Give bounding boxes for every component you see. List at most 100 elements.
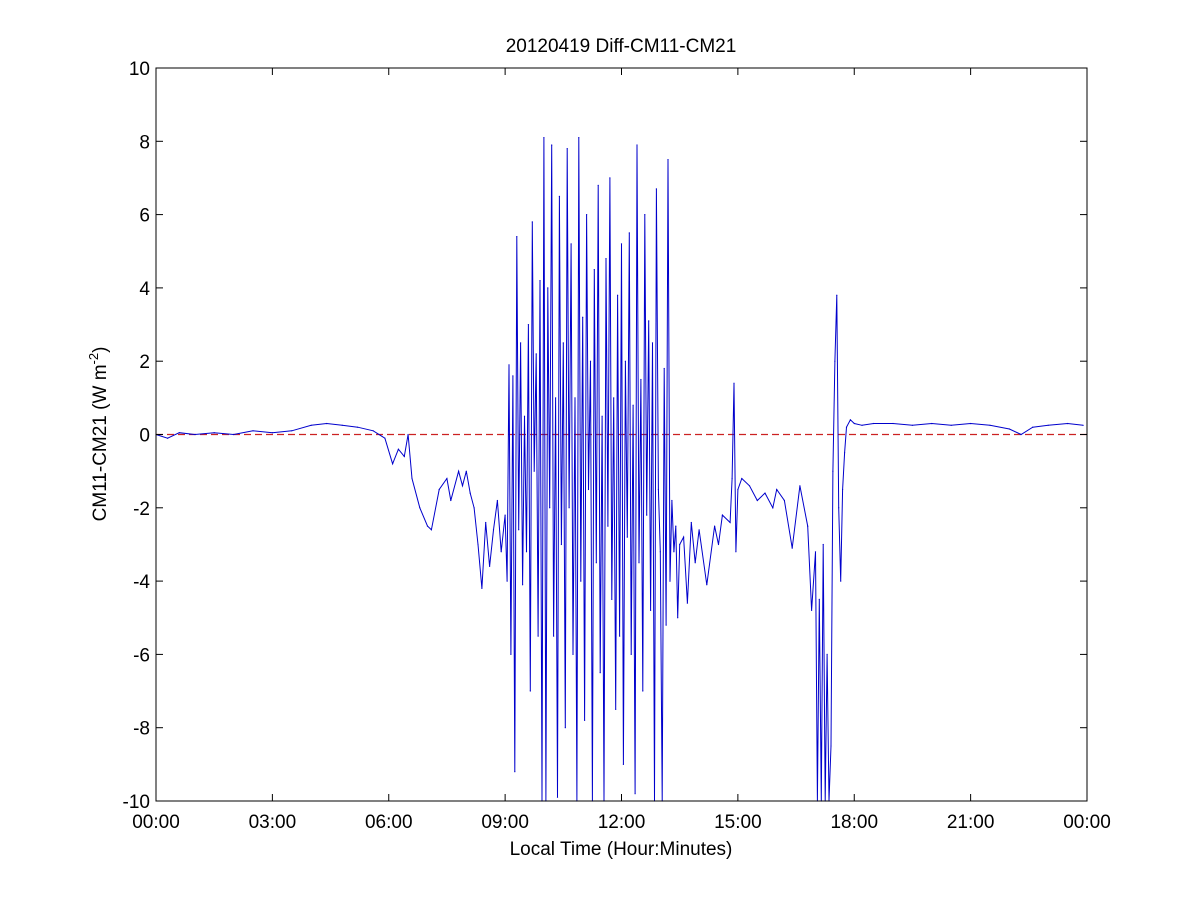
y-axis-label-main: CM11-CM21 (W m	[90, 364, 111, 521]
data-point	[572, 653, 574, 656]
data-point	[677, 617, 679, 619]
data-point	[853, 422, 855, 425]
data-point	[403, 455, 405, 458]
y-tick-label: -8	[133, 719, 150, 740]
data-point	[508, 364, 510, 366]
data-point	[605, 258, 607, 260]
data-point	[632, 404, 634, 406]
data-point	[461, 485, 464, 487]
data-point	[648, 320, 650, 322]
data-point	[665, 624, 667, 626]
data-point	[626, 536, 628, 538]
data-point	[683, 536, 685, 538]
data-point	[372, 430, 374, 432]
y-tick-label: 4	[139, 279, 150, 300]
data-point	[799, 485, 801, 487]
y-tick-label: -6	[133, 645, 150, 666]
data-point	[756, 499, 758, 502]
data-point	[892, 422, 894, 425]
data-point	[737, 488, 739, 491]
data-point	[651, 342, 654, 344]
data-point	[477, 543, 479, 546]
data-point	[446, 477, 448, 480]
data-point	[543, 137, 545, 139]
data-point	[450, 499, 452, 502]
data-point	[663, 367, 665, 370]
y-tick-label: -10	[123, 792, 150, 813]
data-point	[271, 432, 273, 434]
data-point	[430, 529, 432, 531]
data-point	[582, 316, 584, 318]
x-tick-label: 18:00	[830, 812, 878, 833]
data-point	[510, 653, 512, 656]
data-point	[194, 433, 196, 436]
data-point	[593, 269, 595, 271]
data-point	[611, 598, 613, 601]
data-point	[873, 422, 875, 425]
data-point	[465, 470, 467, 472]
data-point	[826, 653, 828, 656]
data-point	[989, 424, 991, 426]
data-point	[523, 415, 526, 417]
data-point	[397, 448, 399, 450]
data-point	[657, 488, 660, 491]
data-point	[970, 422, 972, 425]
data-point	[233, 433, 235, 436]
data-point	[489, 565, 491, 568]
data-point	[570, 243, 572, 245]
x-tick-label: 03:00	[249, 812, 297, 833]
data-point	[836, 294, 838, 296]
data-point	[714, 525, 716, 527]
y-tick-label: 8	[139, 132, 150, 153]
data-point	[615, 708, 617, 711]
y-tick-label: 6	[139, 206, 150, 227]
x-tick-label: 00:00	[132, 812, 180, 833]
data-point	[341, 424, 343, 426]
data-point	[1008, 428, 1011, 430]
data-point	[473, 507, 475, 509]
data-point	[496, 499, 498, 502]
data-point	[392, 463, 394, 465]
y-tick-label: -2	[133, 499, 150, 520]
data-point	[506, 580, 508, 582]
data-point	[537, 635, 539, 637]
data-point	[514, 771, 516, 773]
data-point	[844, 452, 846, 454]
data-point	[438, 488, 440, 491]
data-point	[655, 188, 658, 190]
data-point	[597, 184, 599, 186]
data-point	[646, 514, 648, 516]
data-point	[291, 430, 293, 432]
data-point	[735, 551, 737, 553]
x-tick-label: 12:00	[598, 812, 646, 833]
data-point	[213, 432, 215, 434]
data-point	[556, 796, 559, 798]
data-point	[527, 324, 530, 326]
data-point	[525, 551, 528, 553]
data-point	[950, 424, 952, 426]
data-point	[553, 635, 555, 637]
data-point	[607, 525, 609, 527]
data-point	[407, 433, 409, 436]
data-point	[586, 214, 588, 216]
data-point	[469, 492, 471, 494]
data-point	[485, 521, 487, 524]
data-point	[731, 477, 733, 480]
data-point	[830, 745, 832, 747]
data-point	[551, 144, 553, 146]
data-point	[481, 587, 483, 590]
data-point	[818, 598, 820, 601]
data-point	[698, 529, 700, 531]
data-point	[644, 214, 646, 216]
data-point	[706, 584, 708, 586]
data-point	[667, 159, 669, 161]
data-point	[310, 424, 312, 426]
data-point	[733, 382, 735, 384]
data-point	[619, 635, 621, 637]
data-point	[568, 507, 570, 509]
data-point	[1047, 424, 1049, 426]
x-tick-label: 09:00	[481, 812, 529, 833]
data-point	[566, 148, 568, 150]
data-point	[522, 584, 524, 586]
data-point	[630, 653, 632, 656]
